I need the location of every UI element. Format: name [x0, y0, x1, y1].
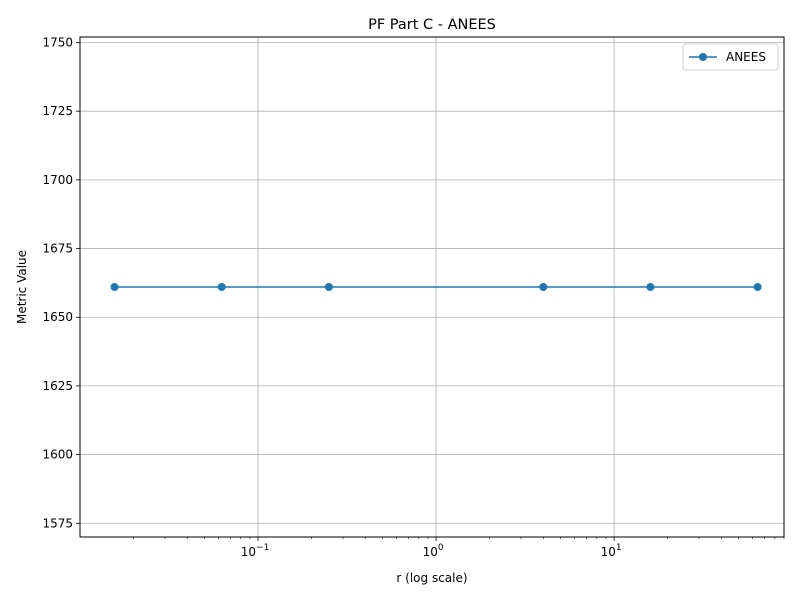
y-tick-label: 1625	[42, 379, 73, 393]
data-point	[539, 283, 548, 291]
y-tick-label: 1700	[42, 173, 73, 187]
legend-box	[682, 43, 779, 71]
y-tick-label: 1750	[42, 35, 73, 49]
y-tick-label: 1575	[42, 516, 73, 530]
plot-area	[79, 36, 785, 538]
x-axis-ticks: 10−1 100 101	[241, 537, 622, 559]
x-tick-label: 100	[423, 543, 444, 559]
series-layer	[110, 283, 762, 291]
y-tick-label: 1675	[42, 242, 73, 256]
y-axis-ticks: 1575 1600 1625 1650 1675 1700 1725 1750	[42, 35, 80, 530]
data-point	[217, 283, 226, 291]
y-tick-label: 1725	[42, 104, 73, 118]
chart-title: PF Part C - ANEES	[368, 17, 496, 33]
legend-label: ANEES	[726, 50, 766, 64]
data-point	[324, 283, 333, 291]
y-tick-label: 1650	[42, 310, 73, 324]
grid	[80, 37, 784, 537]
y-tick-label: 1600	[42, 448, 73, 462]
x-tick-label: 10−1	[241, 543, 270, 559]
x-tick-label: 101	[601, 543, 622, 559]
data-point	[646, 283, 655, 291]
data-point	[753, 283, 762, 291]
y-axis-label: Metric Value	[15, 250, 29, 324]
legend-marker	[699, 53, 707, 61]
legend: ANEES	[682, 43, 779, 71]
x-axis-label: r (log scale)	[396, 571, 467, 585]
x-minor-ticks	[133, 537, 785, 539]
data-point	[110, 283, 119, 291]
